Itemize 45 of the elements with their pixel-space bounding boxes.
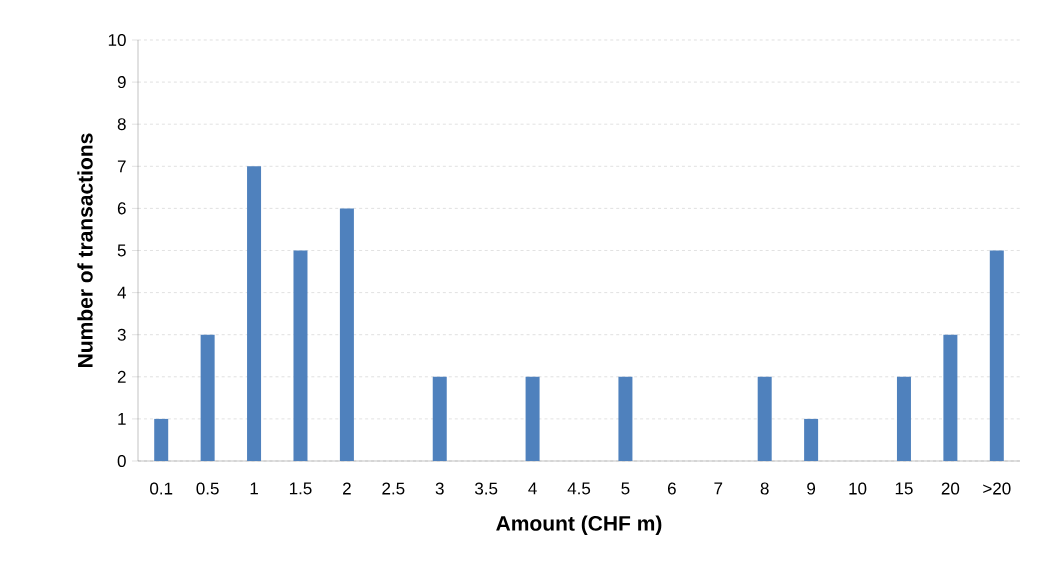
x-tick-label: 1.5 [289, 482, 312, 495]
bar [339, 208, 354, 461]
y-tick-label: 6 [117, 202, 126, 215]
x-tick-label: 1 [250, 482, 258, 495]
y-tick-label: 9 [117, 76, 126, 89]
x-tick-label: 9 [807, 482, 816, 495]
bar [757, 376, 772, 461]
bar [989, 250, 1004, 461]
y-tick-label: 1 [118, 413, 126, 425]
x-tick-label: >20 [983, 482, 1011, 495]
x-tick-label: 5 [621, 482, 630, 495]
y-tick-label: 0 [117, 454, 126, 468]
bar [618, 376, 633, 461]
y-axis-title: Number of transactions [77, 133, 93, 367]
bar [247, 166, 262, 461]
bar [896, 376, 911, 461]
x-tick-label: 0.1 [150, 482, 173, 495]
bar [293, 250, 308, 461]
bar [200, 334, 215, 461]
y-tick-label: 3 [117, 328, 126, 341]
x-tick-label: 3 [435, 482, 444, 495]
bar [525, 376, 540, 461]
x-axis-title: Amount (CHF m) [496, 515, 662, 535]
x-tick-label: 2 [343, 482, 351, 495]
x-tick-label: 4.5 [567, 482, 591, 495]
x-tick-label: 2.5 [382, 482, 405, 495]
x-tick-label: 0.5 [196, 482, 219, 495]
x-tick-label: 6 [667, 482, 676, 495]
bar [154, 418, 169, 461]
y-tick-label: 5 [117, 244, 126, 257]
bar [943, 334, 958, 461]
bar [804, 418, 819, 461]
y-tick-label: 2 [117, 370, 126, 383]
x-tick-label: 3.5 [474, 482, 498, 495]
y-tick-label: 7 [117, 160, 126, 173]
y-tick-label: 4 [117, 286, 126, 299]
bar [432, 376, 447, 461]
x-tick-label: 4 [528, 482, 537, 495]
x-tick-label: 10 [849, 482, 867, 495]
y-tick-label: 8 [117, 118, 126, 131]
x-tick-label: 20 [941, 482, 960, 495]
x-tick-label: 15 [895, 482, 913, 495]
y-tick-label: 10 [108, 33, 126, 47]
x-tick-label: 8 [760, 482, 769, 495]
x-tick-label: 7 [714, 482, 723, 495]
